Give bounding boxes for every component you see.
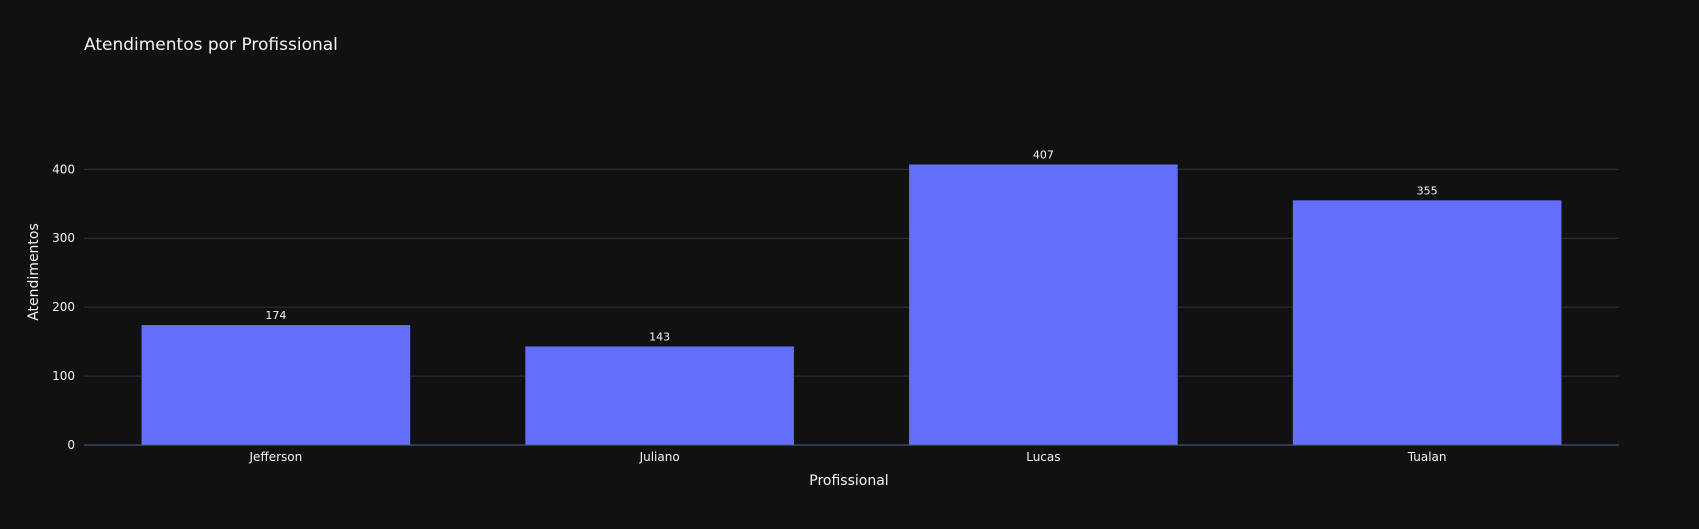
y-tick-label: 400	[52, 162, 75, 176]
bars	[141, 164, 1562, 445]
data-label: 143	[649, 330, 670, 343]
data-label: 174	[265, 309, 286, 322]
chart-title: Atendimentos por Profissional	[84, 35, 338, 55]
x-tick-label: Tualan	[1407, 450, 1447, 464]
y-tick-label: 300	[52, 231, 75, 245]
bar-lucas[interactable]	[909, 164, 1178, 445]
x-tick-label: Juliano	[639, 450, 680, 464]
x-tick-labels: Jefferson Juliano Lucas Tualan	[249, 450, 1447, 464]
bar-jefferson[interactable]	[141, 325, 411, 445]
bar-tualan[interactable]	[1292, 200, 1562, 445]
bar-juliano[interactable]	[525, 346, 794, 445]
data-label: 355	[1417, 184, 1438, 197]
y-axis-title: Atendimentos	[26, 223, 42, 321]
y-tick-label: 100	[52, 369, 75, 383]
x-axis-title: Profissional	[809, 473, 888, 489]
data-labels: 174 143 407 355	[265, 148, 1437, 343]
y-tick-label: 200	[52, 300, 75, 314]
y-tick-label: 0	[67, 438, 75, 452]
x-tick-label: Jefferson	[249, 450, 303, 464]
data-label: 407	[1033, 148, 1054, 161]
y-tick-labels: 0 100 200 300 400	[52, 162, 75, 452]
x-tick-label: Lucas	[1026, 450, 1060, 464]
